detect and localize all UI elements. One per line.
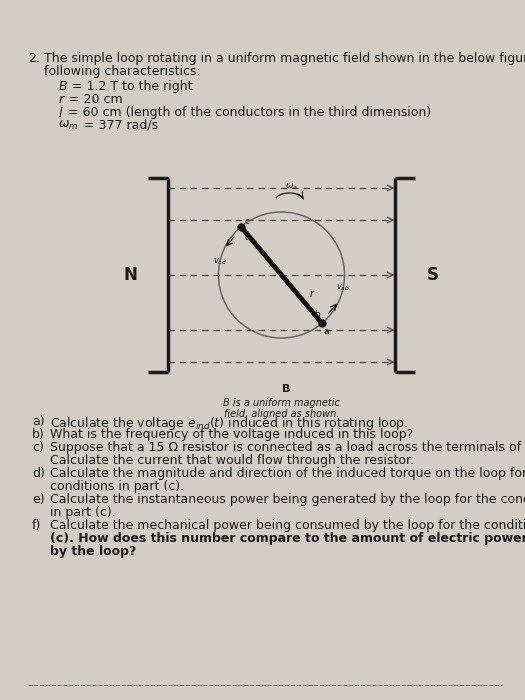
Text: field, aligned as shown.: field, aligned as shown. [224,409,339,419]
Text: a): a) [32,415,45,428]
Text: r: r [310,289,314,299]
Text: = 60 cm (length of the conductors in the third dimension): = 60 cm (length of the conductors in the… [64,106,431,119]
Text: e): e) [32,493,45,506]
Text: S: S [427,266,439,284]
Text: d: d [244,232,250,241]
Text: b): b) [32,428,45,441]
Text: d): d) [32,467,45,480]
Text: conditions in part (c).: conditions in part (c). [50,480,184,493]
Text: (c). How does this number compare to the amount of electric power being generate: (c). How does this number compare to the… [50,532,525,545]
Text: The simple loop rotating in a uniform magnetic field shown in the below figure h: The simple loop rotating in a uniform ma… [44,52,525,65]
Text: following characteristics:: following characteristics: [44,65,201,78]
Text: B is a uniform magnetic: B is a uniform magnetic [223,398,340,408]
Text: $v_{ab}$: $v_{ab}$ [336,283,350,293]
Text: c: c [244,217,249,225]
Text: $\omega_a$: $\omega_a$ [285,181,298,192]
Text: in part (c).: in part (c). [50,506,116,519]
Text: Calculate the voltage $e_{ind}(t)$ induced in this rotating loop.: Calculate the voltage $e_{ind}(t)$ induc… [50,415,408,432]
Text: Calculate the magnitude and direction of the induced torque on the loop for the: Calculate the magnitude and direction of… [50,467,525,480]
Text: B: B [282,384,291,394]
Text: c): c) [32,441,44,454]
Text: $v_{cd}$: $v_{cd}$ [213,257,227,267]
Text: 2.: 2. [28,52,40,65]
Text: What is the frequency of the voltage induced in this loop?: What is the frequency of the voltage ind… [50,428,413,441]
Text: Suppose that a 15 Ω resistor is connected as a load across the terminals of the : Suppose that a 15 Ω resistor is connecte… [50,441,525,454]
Text: $\omega_m$: $\omega_m$ [58,119,78,132]
Text: b: b [314,310,320,319]
Text: Calculate the mechanical power being consumed by the loop for the conditions in: Calculate the mechanical power being con… [50,519,525,532]
Text: = 20 cm: = 20 cm [65,93,123,106]
Text: by the loop?: by the loop? [50,545,136,558]
Text: $B$: $B$ [58,80,68,93]
Text: f): f) [32,519,41,532]
Text: Calculate the instantaneous power being generated by the loop for the conditions: Calculate the instantaneous power being … [50,493,525,506]
Text: $l$: $l$ [58,106,64,120]
Text: = 1.2 T to the right: = 1.2 T to the right [68,80,193,93]
Text: $r$: $r$ [58,93,66,106]
Text: N: N [123,266,137,284]
Text: a: a [324,328,330,336]
Text: = 377 rad/s: = 377 rad/s [80,119,158,132]
Text: Calculate the current that would flow through the resistor.: Calculate the current that would flow th… [50,454,414,467]
